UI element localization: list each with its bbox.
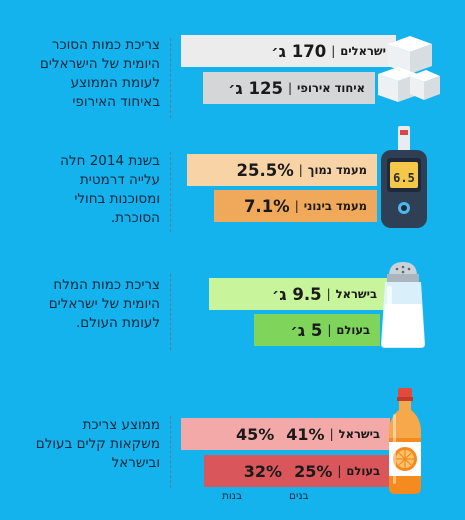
diabetes-low-bar: מעמד נמוך | 25.5% [187, 154, 377, 186]
drinks-israel-bar: בישראל | 41% 45% [181, 418, 390, 450]
salt-shaker-icon [381, 262, 425, 348]
drinks-world-boys-value: 25% [294, 461, 333, 481]
salt-world-label: בעולם [336, 323, 370, 337]
legend-girls: בנות [222, 490, 243, 502]
salt-description: צריכת כמות המלח היומית של ישראלים לעומת … [10, 276, 160, 333]
sugar-eu-bar: איחוד אירופי | 125 ג׳ [203, 72, 375, 104]
soda-bottle-icon [389, 388, 421, 494]
diabetes-description: בשנת 2014 חלה עלייה דרמטית ומסוכנות בחול… [10, 152, 160, 228]
diabetes-mid-bar: מעמד בינוני | 7.1% [214, 190, 377, 222]
drinks-world-bar: בעולם | 25% 32% [204, 455, 390, 487]
glucometer-reading: 6.5 [393, 171, 415, 185]
diabetes-desc-line: הסוכרת. [110, 210, 160, 226]
diabetes-low-label: מעמד נמוך [307, 163, 367, 177]
drinks-desc-line: משקאות קלים בעולם [35, 436, 160, 452]
salt-desc-line: היומית של ישראלים [48, 296, 160, 312]
glucometer-icon: 6.5 [381, 126, 427, 228]
drinks-world-girls-value: 32% [243, 461, 283, 481]
drinks-israel-boys-value: 41% [286, 424, 325, 444]
sugar-eu-label: איחוד אירופי [297, 81, 365, 95]
salt-divider [170, 274, 171, 350]
legend-boys: בנים [289, 490, 309, 502]
salt-desc-line: צריכת כמות המלח [53, 277, 160, 293]
diabetes-mid-label: מעמד בינוני [303, 199, 367, 213]
sugar-desc-line: לעומת הממוצע [70, 75, 160, 91]
sugar-divider [170, 38, 171, 118]
drinks-world-label: בעולם [346, 464, 380, 478]
sugar-cubes-icon [378, 36, 440, 102]
sugar-desc-line: באיחוד האירופי [72, 94, 160, 110]
drinks-desc-line: ממוצע צריכת [82, 417, 160, 433]
diabetes-mid-value: 7.1% [243, 196, 290, 216]
drinks-israel-girls-value: 45% [235, 424, 275, 444]
salt-israel-bar: בישראל | 9.5 ג׳ [209, 278, 387, 310]
diabetes-desc-line: ומסוכנות בחולי [74, 191, 160, 207]
diabetes-divider [170, 152, 171, 232]
salt-world-value: 5 ג׳ [290, 320, 323, 340]
sugar-description: צריכת כמות הסוכר היומית של הישראלים לעומ… [10, 36, 160, 112]
salt-world-bar: בעולם | 5 ג׳ [254, 314, 380, 346]
salt-israel-label: בישראל [335, 287, 377, 301]
drinks-israel-label: בישראל [338, 427, 380, 441]
diabetes-low-value: 25.5% [236, 160, 294, 180]
sugar-israel-label: ישראלים [340, 44, 386, 58]
diabetes-desc-line: בשנת 2014 חלה [60, 153, 160, 169]
sugar-israel-value: 170 ג׳ [271, 41, 327, 61]
sugar-eu-value: 125 ג׳ [228, 78, 283, 98]
salt-desc-line: לעומת העולם. [75, 315, 160, 331]
sugar-desc-line: צריכת כמות הסוכר [51, 37, 160, 53]
salt-israel-value: 9.5 ג׳ [271, 284, 322, 304]
drinks-desc-line: ובישראל [111, 455, 160, 471]
drinks-divider [170, 416, 171, 488]
diabetes-desc-line: עלייה דרמטית [79, 172, 160, 188]
drinks-description: ממוצע צריכת משקאות קלים בעולם ובישראל [10, 416, 160, 473]
sugar-israel-bar: ישראלים | 170 ג׳ [181, 35, 396, 67]
sugar-desc-line: היומית של הישראלים [39, 56, 160, 72]
